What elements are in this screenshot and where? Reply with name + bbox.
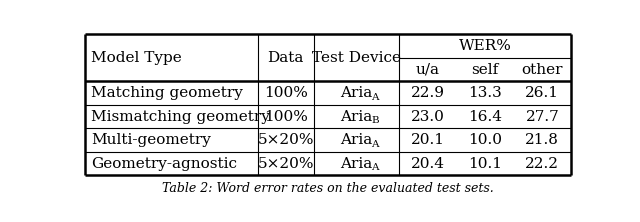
Text: 100%: 100% [264,86,308,100]
Text: Aria: Aria [340,157,372,170]
Text: Aria: Aria [340,110,372,124]
Text: 20.1: 20.1 [410,133,445,147]
Text: self: self [471,63,499,77]
Text: Mismatching geometry: Mismatching geometry [91,110,270,124]
Text: 13.3: 13.3 [468,86,502,100]
Text: A: A [371,163,379,172]
Text: Matching geometry: Matching geometry [91,86,243,100]
Text: Data: Data [268,51,304,65]
Text: Multi-geometry: Multi-geometry [91,133,211,147]
Text: Model Type: Model Type [91,51,182,65]
Text: B: B [371,116,379,125]
Text: u/a: u/a [415,63,440,77]
Text: Test Device: Test Device [312,51,401,65]
Text: 23.0: 23.0 [411,110,444,124]
Text: Aria: Aria [340,86,372,100]
Text: 26.1: 26.1 [525,86,559,100]
Text: other: other [522,63,563,77]
Text: 10.0: 10.0 [468,133,502,147]
Text: 22.2: 22.2 [525,157,559,170]
Text: 20.4: 20.4 [410,157,445,170]
Text: 27.7: 27.7 [525,110,559,124]
Text: Table 2: Word error rates on the evaluated test sets.: Table 2: Word error rates on the evaluat… [162,182,494,195]
Text: 10.1: 10.1 [468,157,502,170]
Text: 5×20%: 5×20% [257,157,314,170]
Text: Aria: Aria [340,133,372,147]
Text: 22.9: 22.9 [410,86,445,100]
Text: 100%: 100% [264,110,308,124]
Text: 16.4: 16.4 [468,110,502,124]
Text: A: A [371,93,379,102]
Text: 5×20%: 5×20% [257,133,314,147]
Text: WER%: WER% [458,39,511,53]
Text: A: A [371,140,379,149]
Text: 21.8: 21.8 [525,133,559,147]
Text: Geometry-agnostic: Geometry-agnostic [91,157,237,170]
